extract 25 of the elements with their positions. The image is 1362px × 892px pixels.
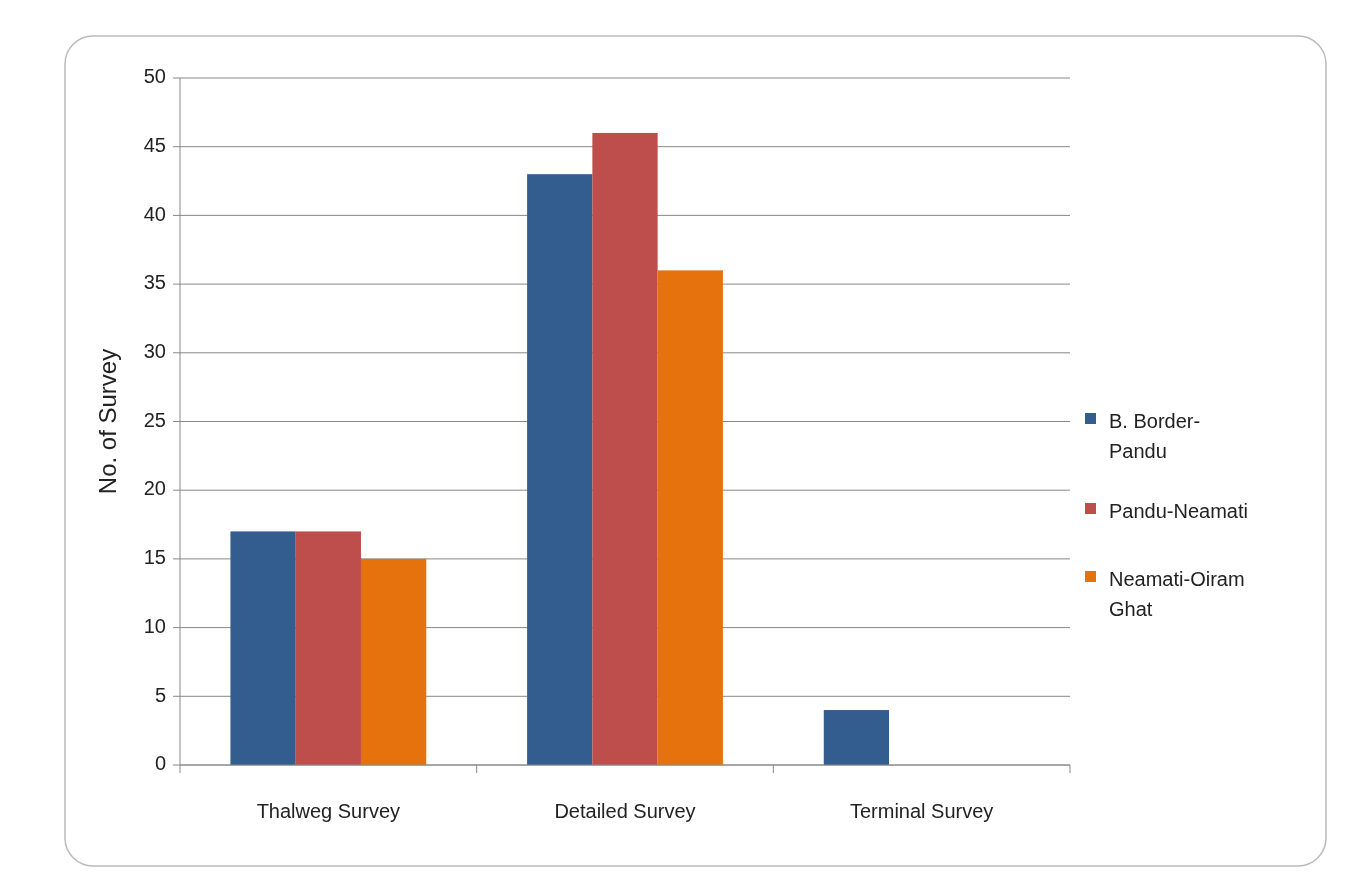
y-tick-label: 25 bbox=[143, 408, 166, 431]
legend-label: Neamati-Oiram Ghat bbox=[1109, 568, 1245, 621]
y-tick-label: 40 bbox=[143, 202, 166, 225]
y-tick-label: 35 bbox=[143, 271, 166, 294]
bar bbox=[360, 558, 427, 765]
legend-label: Pandu-Neamati bbox=[1109, 500, 1248, 523]
legend-label: B. Border- Pandu bbox=[1109, 410, 1201, 463]
y-tick-label: 0 bbox=[154, 752, 166, 775]
y-tick-label: 50 bbox=[143, 65, 166, 88]
bar bbox=[657, 270, 723, 765]
y-tick-label: 20 bbox=[143, 477, 166, 500]
y-tick-label: 5 bbox=[154, 683, 166, 706]
bar bbox=[823, 710, 890, 765]
y-tick-label: 30 bbox=[143, 340, 166, 363]
x-tick-label: Detailed Survey bbox=[554, 800, 696, 822]
y-tick-label: 10 bbox=[143, 614, 166, 637]
x-tick-label: Thalweg Survey bbox=[256, 800, 401, 822]
x-tick-label: Terminal Survey bbox=[849, 800, 994, 822]
y-tick-label: 45 bbox=[143, 133, 166, 156]
y-axis-title: No. of Survey bbox=[94, 348, 121, 495]
bar bbox=[592, 132, 658, 765]
bar bbox=[527, 174, 593, 765]
bar bbox=[230, 531, 296, 765]
y-tick-label: 15 bbox=[143, 546, 166, 569]
bar bbox=[295, 531, 361, 765]
